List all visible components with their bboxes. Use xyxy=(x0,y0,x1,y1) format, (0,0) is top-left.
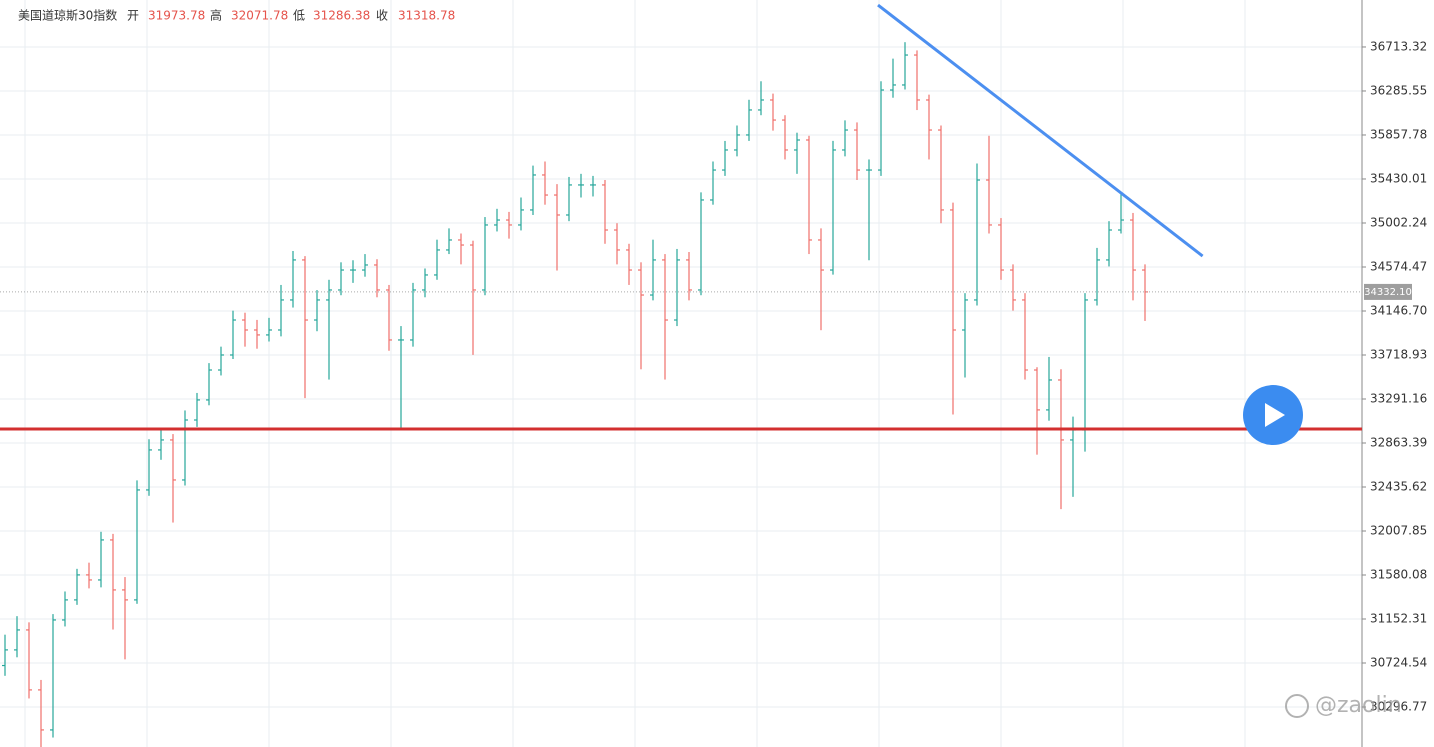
header-open-label: 开 xyxy=(127,9,139,23)
y-tick-label: 35857.78 xyxy=(1370,127,1427,141)
watermark-icon xyxy=(1285,694,1309,718)
y-tick-label: 35002.24 xyxy=(1370,215,1427,229)
y-tick-label: 30296.77 xyxy=(1370,700,1427,714)
last-price-box xyxy=(1364,283,1412,300)
y-tick-label: 32863.39 xyxy=(1370,435,1427,449)
bars xyxy=(2,42,1148,747)
y-tick-label: 34146.70 xyxy=(1370,303,1427,317)
y-tick-label: 34574.47 xyxy=(1370,259,1427,273)
y-tick-label: 35430.01 xyxy=(1370,171,1427,185)
y-tick-label: 31580.08 xyxy=(1370,568,1427,582)
header-high: 32071.78 xyxy=(231,9,288,23)
header-open: 31973.78 xyxy=(148,9,205,23)
y-tick-label: 32007.85 xyxy=(1370,524,1427,538)
header-low-label: 低 xyxy=(293,9,305,23)
play-icon[interactable] xyxy=(1265,403,1285,427)
watermark: @zaolin xyxy=(1285,693,1402,718)
header-close-label: 收 xyxy=(376,9,388,23)
trend-line xyxy=(877,3,1204,258)
y-tick-label: 33718.93 xyxy=(1370,347,1427,361)
header-close: 31318.78 xyxy=(398,9,455,23)
watermark-text: @zaolin xyxy=(1315,693,1402,718)
play-button[interactable] xyxy=(1243,385,1303,445)
y-tick-label: 31152.31 xyxy=(1370,612,1427,626)
grid xyxy=(0,0,1362,747)
header-high-label: 高 xyxy=(210,8,222,23)
y-tick-label: 36713.32 xyxy=(1370,39,1427,53)
y-tick-label: 32435.62 xyxy=(1370,479,1427,493)
y-tick-label: 33291.16 xyxy=(1370,391,1427,405)
y-tick-label: 30724.54 xyxy=(1370,656,1427,670)
last-price-label: 34332.10 xyxy=(1364,287,1412,298)
header-title: 美国道琼斯30指数 xyxy=(18,8,117,23)
y-tick-label: 36285.55 xyxy=(1370,83,1427,97)
header-low: 31286.38 xyxy=(313,9,370,23)
